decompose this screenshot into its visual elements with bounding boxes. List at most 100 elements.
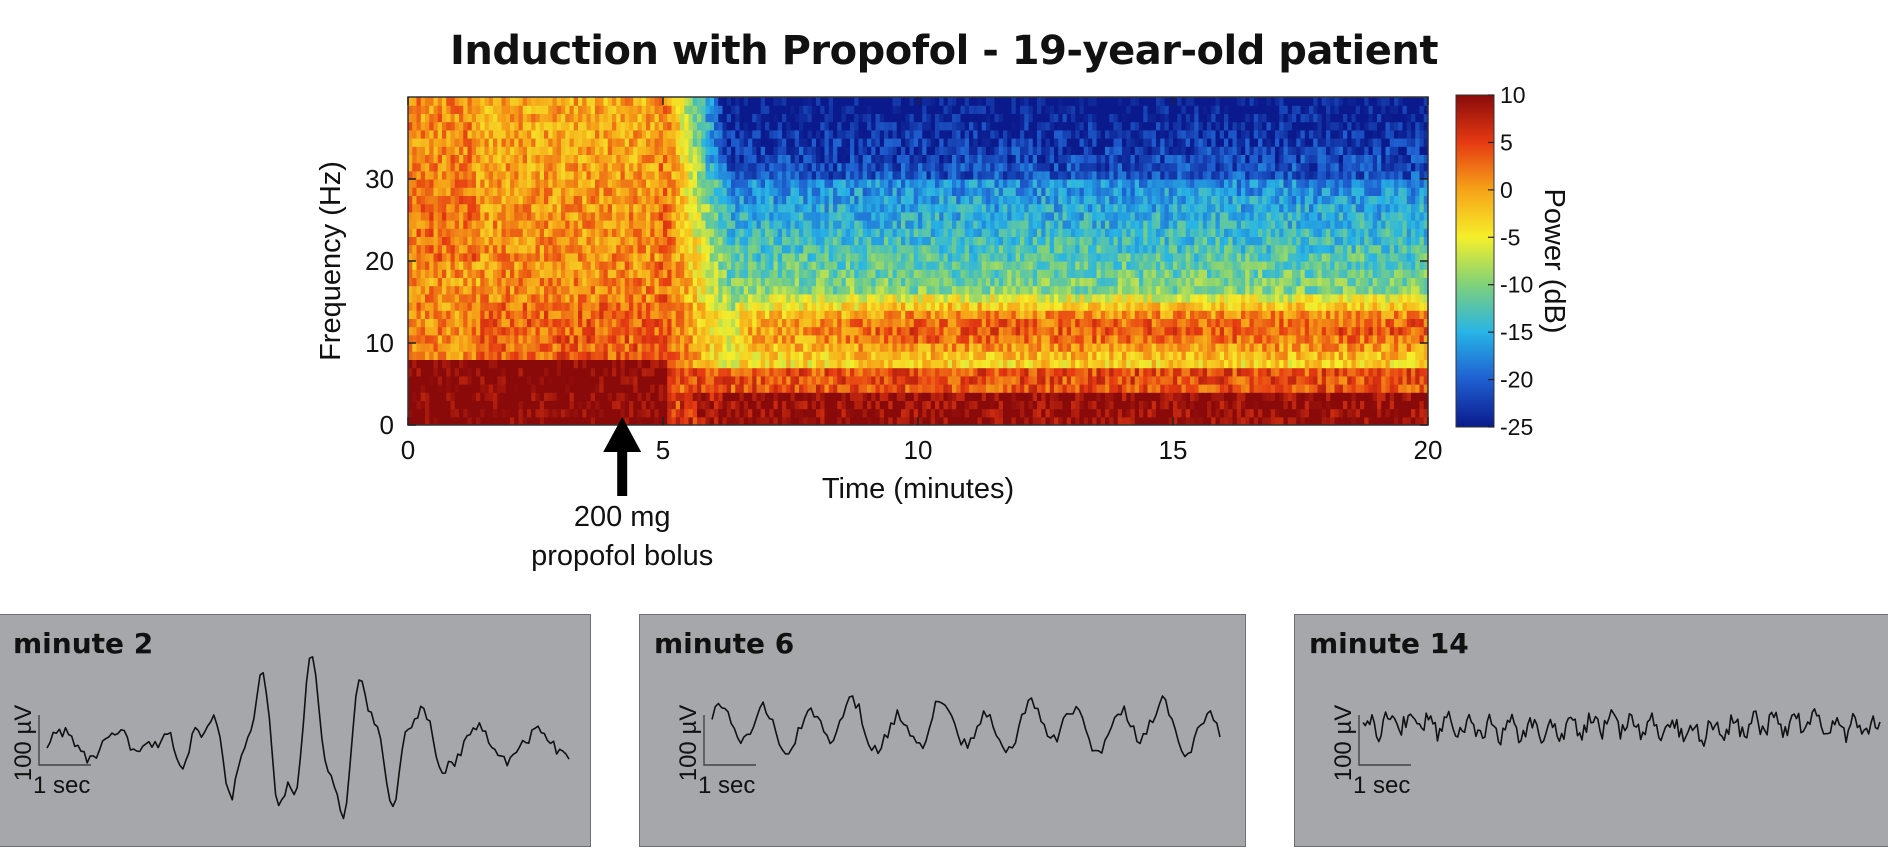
spectrogram-cell bbox=[565, 302, 570, 311]
spectrogram-cell bbox=[540, 368, 545, 377]
spectrogram-cell bbox=[718, 163, 723, 172]
spectrogram-cell bbox=[922, 220, 927, 229]
spectrogram-cell bbox=[752, 113, 757, 122]
spectrogram-cell bbox=[625, 343, 630, 352]
spectrogram-cell bbox=[935, 245, 940, 254]
spectrogram-cell bbox=[557, 368, 562, 377]
spectrogram-cell bbox=[774, 97, 779, 106]
spectrogram-cell bbox=[451, 376, 456, 385]
spectrogram-cell bbox=[769, 368, 774, 377]
spectrogram-cell bbox=[621, 154, 626, 163]
spectrogram-cell bbox=[476, 113, 481, 122]
spectrogram-cell bbox=[718, 146, 723, 155]
spectrogram-cell bbox=[587, 228, 592, 237]
spectrogram-cell bbox=[842, 335, 847, 344]
spectrogram-cell bbox=[595, 122, 600, 131]
spectrogram-cell bbox=[769, 163, 774, 172]
spectrogram-cell bbox=[446, 245, 451, 254]
spectrogram-cell bbox=[642, 253, 647, 262]
spectrogram-cell bbox=[502, 286, 507, 295]
spectrogram-cell bbox=[625, 261, 630, 270]
spectrogram-cell bbox=[608, 228, 613, 237]
spectrogram-cell bbox=[893, 269, 898, 278]
spectrogram-cell bbox=[676, 335, 681, 344]
spectrogram-cell bbox=[514, 195, 519, 204]
spectrogram-cell bbox=[497, 302, 502, 311]
spectrogram-cell bbox=[608, 384, 613, 393]
spectrogram-cell bbox=[748, 318, 753, 327]
spectrogram-cell bbox=[459, 253, 464, 262]
spectrogram-cell bbox=[803, 228, 808, 237]
spectrogram-cell bbox=[893, 204, 898, 213]
spectrogram-cell bbox=[506, 154, 511, 163]
spectrogram-cell bbox=[820, 154, 825, 163]
spectrogram-cell bbox=[803, 113, 808, 122]
spectrogram-cell bbox=[485, 310, 490, 319]
spectrogram-cell bbox=[884, 130, 889, 139]
spectrogram-cell bbox=[502, 269, 507, 278]
spectrogram-cell bbox=[570, 179, 575, 188]
spectrogram-cell bbox=[591, 146, 596, 155]
spectrogram-cell bbox=[842, 294, 847, 303]
spectrogram-cell bbox=[710, 138, 715, 147]
spectrogram-cell bbox=[735, 294, 740, 303]
spectrogram-cell bbox=[493, 212, 498, 221]
spectrogram-cell bbox=[570, 327, 575, 336]
spectrogram-cell bbox=[638, 228, 643, 237]
spectrogram-cell bbox=[689, 359, 694, 368]
spectrogram-cell bbox=[595, 171, 600, 180]
spectrogram-cell bbox=[667, 113, 672, 122]
spectrogram-cell bbox=[820, 212, 825, 221]
spectrogram-cell bbox=[442, 253, 447, 262]
spectrogram-cell bbox=[808, 286, 813, 295]
spectrogram-cell bbox=[544, 212, 549, 221]
spectrogram-cell bbox=[846, 318, 851, 327]
spectrogram-cell bbox=[468, 368, 473, 377]
spectrogram-cell bbox=[808, 171, 813, 180]
spectrogram-cell bbox=[650, 368, 655, 377]
spectrogram-cell bbox=[850, 122, 855, 131]
spectrogram-cell bbox=[748, 236, 753, 245]
spectrogram-cell bbox=[893, 343, 898, 352]
spectrogram-cell bbox=[786, 327, 791, 336]
spectrogram-cell bbox=[476, 269, 481, 278]
spectrogram-cell bbox=[595, 392, 600, 401]
spectrogram-cell bbox=[587, 171, 592, 180]
spectrogram-cell bbox=[812, 122, 817, 131]
spectrogram-cell bbox=[485, 245, 490, 254]
spectrogram-cell bbox=[880, 204, 885, 213]
spectrogram-cell bbox=[727, 409, 732, 418]
spectrogram-cell bbox=[786, 212, 791, 221]
spectrogram-cell bbox=[446, 236, 451, 245]
spectrogram-cell bbox=[740, 384, 745, 393]
spectrogram-cell bbox=[510, 228, 515, 237]
spectrogram-cell bbox=[914, 294, 919, 303]
spectrogram-cell bbox=[744, 302, 749, 311]
spectrogram-cell bbox=[778, 368, 783, 377]
spectrogram-cell bbox=[434, 130, 439, 139]
spectrogram-cell bbox=[672, 335, 677, 344]
spectrogram-cell bbox=[663, 105, 668, 114]
spectrogram-cell bbox=[757, 359, 762, 368]
spectrogram-cell bbox=[901, 277, 906, 286]
spectrogram-cell bbox=[808, 318, 813, 327]
spectrogram-cell bbox=[570, 97, 575, 106]
spectrogram-cell bbox=[604, 179, 609, 188]
spectrogram-cell bbox=[429, 294, 434, 303]
spectrogram-cell bbox=[502, 138, 507, 147]
spectrogram-cell bbox=[769, 376, 774, 385]
spectrogram-cell bbox=[591, 335, 596, 344]
spectrogram-cell bbox=[672, 261, 677, 270]
spectrogram-cell bbox=[672, 105, 677, 114]
spectrogram-cell bbox=[778, 343, 783, 352]
spectrogram-cell bbox=[574, 294, 579, 303]
spectrogram-cell bbox=[927, 376, 932, 385]
spectrogram-cell bbox=[574, 122, 579, 131]
spectrogram-cell bbox=[888, 163, 893, 172]
spectrogram-cell bbox=[735, 400, 740, 409]
spectrogram-cell bbox=[829, 236, 834, 245]
spectrogram-cell bbox=[867, 384, 872, 393]
spectrogram-cell bbox=[833, 318, 838, 327]
spectrogram-cell bbox=[795, 261, 800, 270]
spectrogram-cell bbox=[442, 179, 447, 188]
